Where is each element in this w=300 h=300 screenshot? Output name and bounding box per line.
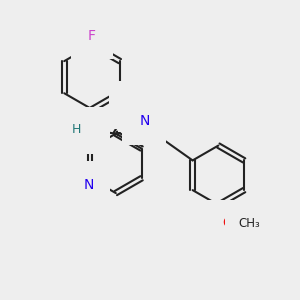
Text: N: N	[83, 178, 94, 192]
Text: N: N	[139, 114, 149, 128]
Text: O: O	[125, 98, 136, 112]
Text: O: O	[223, 216, 234, 230]
Text: CH₃: CH₃	[239, 217, 260, 230]
Text: N: N	[83, 124, 93, 138]
Text: H: H	[133, 104, 142, 117]
Text: F: F	[88, 28, 96, 43]
Text: H: H	[72, 123, 81, 136]
